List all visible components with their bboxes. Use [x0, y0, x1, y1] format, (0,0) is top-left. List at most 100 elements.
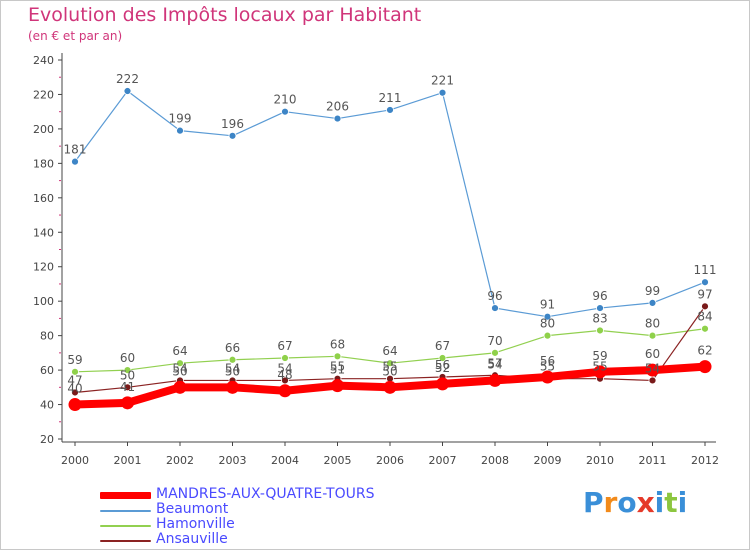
x-tick-label-2010: 2010: [586, 454, 614, 467]
x-tick-label-2009: 2009: [534, 454, 562, 467]
point-mandres-aux-quatre-tours-2002: [173, 380, 187, 394]
data-label-beaumont-2009: 91: [540, 298, 555, 312]
legend-swatch-mandres: [100, 492, 151, 499]
point-mandres-aux-quatre-tours-2007: [436, 377, 449, 391]
point-ansauville-2001: [123, 383, 132, 392]
data-label-mandres-aux-quatre-tours-2003: 50: [225, 364, 240, 378]
data-label-mandres-aux-quatre-tours-2009: 56: [540, 354, 555, 368]
x-tick-label-2012: 2012: [691, 454, 719, 467]
data-label-ansauville-2007: 56: [435, 358, 450, 372]
data-label-hamonville-2011: 80: [645, 317, 660, 331]
data-label-ansauville-2012: 97: [697, 287, 712, 301]
y-tick-label-20: 20: [40, 433, 54, 446]
logo-letter-4: i: [654, 486, 665, 519]
point-hamonville-2000: [71, 367, 79, 376]
legend-swatch-ansauville: [100, 540, 151, 542]
x-tick-label-2008: 2008: [481, 454, 509, 467]
point-beaumont-2004: [281, 107, 289, 116]
y-tick-label-240: 240: [33, 54, 54, 67]
point-beaumont-2006: [386, 106, 394, 114]
data-label-hamonville-2006: 64: [382, 344, 397, 358]
point-mandres-aux-quatre-tours-2010: [593, 365, 607, 379]
y-tick-label-60: 60: [40, 364, 54, 377]
point-mandres-aux-quatre-tours-2008: [488, 373, 502, 387]
chart-subtitle: (en € et par an): [28, 29, 123, 43]
point-mandres-aux-quatre-tours-2012: [698, 360, 712, 374]
data-label-mandres-aux-quatre-tours-2006: 50: [382, 364, 397, 378]
y-tick-label-80: 80: [40, 330, 54, 343]
data-label-hamonville-2005: 68: [330, 337, 345, 351]
data-label-ansauville-2008: 57: [487, 356, 502, 370]
x-tick-label-2005: 2005: [324, 454, 352, 467]
point-hamonville-2002: [176, 359, 184, 368]
data-label-hamonville-2002: 64: [172, 344, 187, 358]
point-beaumont-2000: [71, 157, 79, 166]
logo-letter-1: r: [603, 486, 618, 519]
legend-label-beaumont: Beaumont: [156, 501, 229, 517]
point-beaumont-2011: [648, 299, 657, 307]
x-tick-label-2002: 2002: [166, 454, 194, 467]
point-hamonville-2003: [228, 355, 237, 364]
data-label-ansauville-2003: 54: [225, 361, 240, 375]
data-label-beaumont-2005: 206: [326, 100, 349, 114]
data-label-beaumont-2003: 196: [221, 117, 244, 131]
point-ansauville-2011: [648, 376, 657, 385]
y-tick-label-200: 200: [33, 123, 54, 136]
legend-label-mandres: MANDRES-AUX-QUATRE-TOURS: [156, 486, 375, 502]
legend-label-ansauville: Ansauville: [156, 531, 228, 547]
data-label-mandres-aux-quatre-tours-2004: 48: [277, 368, 292, 382]
data-label-ansauville-2000: 47: [67, 373, 82, 387]
chart-title: Evolution des Impôts locaux par Habitant: [28, 4, 422, 26]
data-label-hamonville-2004: 67: [277, 339, 292, 353]
x-tick-label-2000: 2000: [61, 454, 89, 467]
y-tick-label-160: 160: [33, 192, 54, 205]
point-beaumont-2012: [701, 278, 709, 287]
data-label-hamonville-2003: 66: [225, 341, 240, 355]
point-mandres-aux-quatre-tours-2003: [226, 380, 239, 394]
data-label-ansauville-2001: 50: [120, 368, 135, 382]
point-beaumont-2007: [438, 88, 447, 97]
x-tick-label-2006: 2006: [376, 454, 404, 467]
point-ansauville-2004: [281, 376, 289, 385]
data-label-beaumont-2004: 210: [274, 93, 297, 107]
data-label-beaumont-2010: 96: [592, 289, 607, 303]
data-label-ansauville-2010: 55: [592, 360, 607, 374]
point-ansauville-2000: [71, 388, 79, 397]
data-label-ansauville-2006: 55: [382, 360, 397, 374]
x-tick-label-2003: 2003: [219, 454, 247, 467]
data-label-mandres-aux-quatre-tours-2012: 62: [697, 344, 712, 358]
point-beaumont-2001: [123, 87, 132, 95]
data-label-beaumont-2012: 111: [694, 263, 717, 277]
data-label-beaumont-2011: 99: [645, 284, 660, 298]
point-beaumont-2005: [333, 114, 342, 123]
logo-letter-0: P: [583, 486, 604, 519]
data-label-mandres-aux-quatre-tours-2007: 52: [435, 361, 450, 375]
data-label-beaumont-2001: 222: [116, 72, 139, 86]
logo-letter-5: t: [664, 486, 678, 519]
y-tick-label-40: 40: [40, 399, 54, 412]
point-hamonville-2005: [333, 352, 342, 361]
point-mandres-aux-quatre-tours-2005: [331, 379, 344, 393]
point-mandres-aux-quatre-tours-2001: [121, 396, 134, 410]
data-label-mandres-aux-quatre-tours-2000: 40: [67, 382, 82, 396]
data-label-beaumont-2000: 181: [64, 143, 87, 157]
data-label-mandres-aux-quatre-tours-2010: 59: [592, 349, 607, 363]
point-beaumont-2010: [596, 304, 604, 312]
data-label-hamonville-2008: 70: [487, 334, 502, 348]
data-label-ansauville-2004: 54: [277, 361, 292, 375]
point-hamonville-2012: [701, 324, 709, 333]
point-hamonville-2008: [491, 348, 499, 357]
point-hamonville-2010: [596, 326, 604, 335]
data-label-mandres-aux-quatre-tours-2011: 60: [645, 347, 660, 361]
y-tick-label-180: 180: [33, 157, 54, 170]
point-hamonville-2009: [543, 331, 552, 340]
data-label-mandres-aux-quatre-tours-2002: 50: [172, 364, 187, 378]
data-label-hamonville-2010: 83: [592, 311, 607, 325]
data-label-mandres-aux-quatre-tours-2005: 51: [330, 363, 345, 377]
y-tick-label-120: 120: [33, 261, 54, 274]
point-beaumont-2008: [491, 304, 499, 312]
data-label-hamonville-2012: 84: [697, 310, 712, 324]
point-ansauville-2012: [701, 302, 709, 311]
data-label-ansauville-2005: 55: [330, 360, 345, 374]
point-beaumont-2009: [543, 312, 552, 321]
